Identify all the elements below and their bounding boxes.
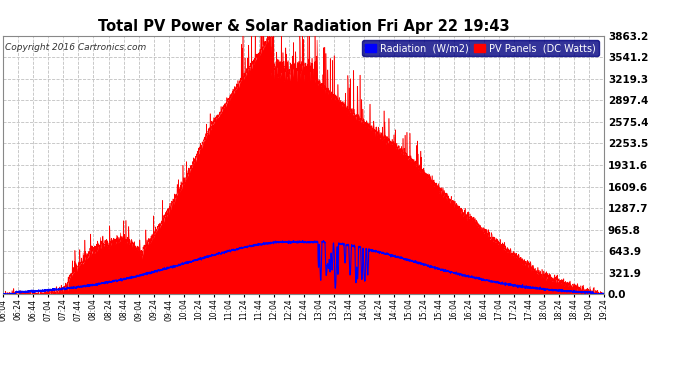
Legend: Radiation  (W/m2), PV Panels  (DC Watts): Radiation (W/m2), PV Panels (DC Watts) (362, 40, 599, 56)
Text: Copyright 2016 Cartronics.com: Copyright 2016 Cartronics.com (5, 44, 146, 52)
Title: Total PV Power & Solar Radiation Fri Apr 22 19:43: Total PV Power & Solar Radiation Fri Apr… (98, 20, 509, 34)
